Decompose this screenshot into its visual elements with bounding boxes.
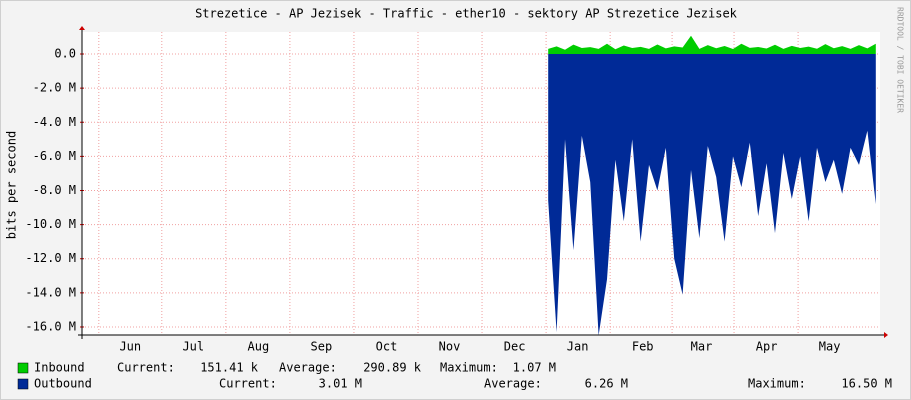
legend-stat-value: 290.89 k [363, 361, 422, 375]
y-axis-label: bits per second [5, 131, 19, 239]
x-axis-arrow [884, 332, 888, 338]
watermark: RRDTOOL / TOBI OETIKER [896, 7, 905, 113]
y-tick-label: -2.0 M [33, 81, 76, 95]
x-tick-label: Nov [439, 340, 461, 354]
x-tick-label: Jul [182, 340, 204, 354]
x-tick-label: Feb [632, 340, 654, 354]
x-tick-label: Sep [311, 340, 333, 354]
legend-stat-label: Maximum: [748, 377, 806, 391]
legend-stat-value: 16.50 M [841, 377, 892, 391]
legend-stat-label: Maximum: [440, 361, 498, 375]
legend-stat-value: 6.26 M [585, 377, 628, 391]
area [548, 35, 876, 55]
y-tick-label: 0.0 [54, 47, 76, 61]
y-tick-label: -14.0 M [25, 285, 76, 299]
x-tick-label: Jun [119, 340, 141, 354]
x-tick-label: May [819, 340, 841, 354]
chart-title: Strezetice - AP Jezisek - Traffic - ethe… [195, 7, 738, 21]
x-tick-label: Dec [504, 340, 526, 354]
y-tick-label: -6.0 M [33, 149, 76, 163]
legend-stat-value: 1.07 M [513, 361, 556, 375]
x-tick-label: Mar [691, 340, 713, 354]
legend-label: Inbound [34, 361, 85, 375]
legend-swatch [17, 378, 29, 390]
y-tick-label: -16.0 M [25, 319, 76, 333]
y-axis-arrow [79, 26, 85, 30]
legend-stat-value: 3.01 M [319, 377, 362, 391]
legend-label: Outbound [34, 377, 92, 391]
legend-stat-label: Average: [279, 361, 337, 375]
legend-swatch [17, 362, 29, 374]
legend-stat-label: Current: [219, 377, 277, 391]
area [548, 54, 876, 336]
x-tick-label: Apr [756, 340, 778, 354]
x-tick-label: Jan [567, 340, 589, 354]
y-tick-label: -4.0 M [33, 115, 76, 129]
x-tick-label: Oct [376, 340, 398, 354]
legend-stat-label: Current: [117, 361, 175, 375]
y-tick-label: -8.0 M [33, 183, 76, 197]
legend-stat-label: Average: [484, 377, 542, 391]
x-tick-label: Aug [248, 340, 270, 354]
y-tick-label: -12.0 M [25, 251, 76, 265]
legend-stat-value: 151.41 k [200, 361, 259, 375]
y-tick-label: -10.0 M [25, 217, 76, 231]
